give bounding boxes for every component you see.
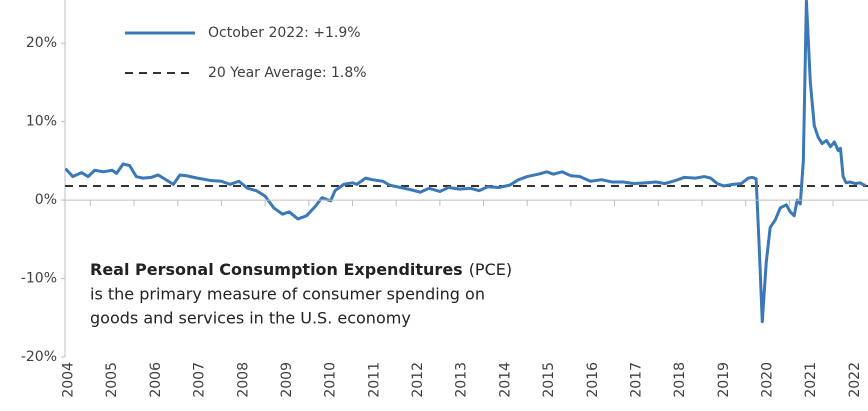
x-tick-label: 2022 xyxy=(847,362,863,398)
annotation-line: is the primary measure of consumer spend… xyxy=(90,285,485,304)
x-tick-label: 2011 xyxy=(366,362,382,398)
y-tick-label: 20% xyxy=(26,35,57,51)
annotation-title: Real Personal Consumption Expenditures xyxy=(90,260,463,279)
y-tick-label: 0% xyxy=(35,192,57,208)
legend-label: 20 Year Average: 1.8% xyxy=(208,65,367,81)
data-line xyxy=(65,0,866,324)
x-tick-label: 2006 xyxy=(148,362,164,398)
x-tick-label: 2008 xyxy=(235,362,251,398)
x-tick-label: 2017 xyxy=(628,362,644,398)
annotation: Real Personal Consumption Expenditures (P… xyxy=(90,260,512,279)
y-tick-label: -20% xyxy=(21,349,57,365)
x-tick-label: 2013 xyxy=(454,362,470,398)
x-tick-label: 2004 xyxy=(60,362,76,398)
x-tick-label: 2014 xyxy=(497,362,513,398)
y-tick-label: 10% xyxy=(26,114,57,130)
x-tick-label: 2020 xyxy=(760,362,776,398)
x-tick-label: 2016 xyxy=(585,362,601,398)
x-tick-label: 2021 xyxy=(803,362,819,398)
plot-area xyxy=(65,0,868,324)
x-tick-label: 2015 xyxy=(541,362,557,398)
legend-label: October 2022: +1.9% xyxy=(208,25,361,41)
x-tick-label: 2009 xyxy=(279,362,295,398)
x-tick-label: 2019 xyxy=(716,362,732,398)
x-tick-label: 2012 xyxy=(410,362,426,398)
x-tick-label: 2005 xyxy=(104,362,120,398)
y-tick-label: -10% xyxy=(21,271,57,287)
x-tick-label: 2010 xyxy=(323,362,339,398)
annotation-abbreviation: (PCE) xyxy=(469,260,512,279)
x-tick-label: 2007 xyxy=(192,362,208,398)
annotation-line: goods and services in the U.S. economy xyxy=(90,309,411,328)
x-tick-label: 2018 xyxy=(672,362,688,398)
